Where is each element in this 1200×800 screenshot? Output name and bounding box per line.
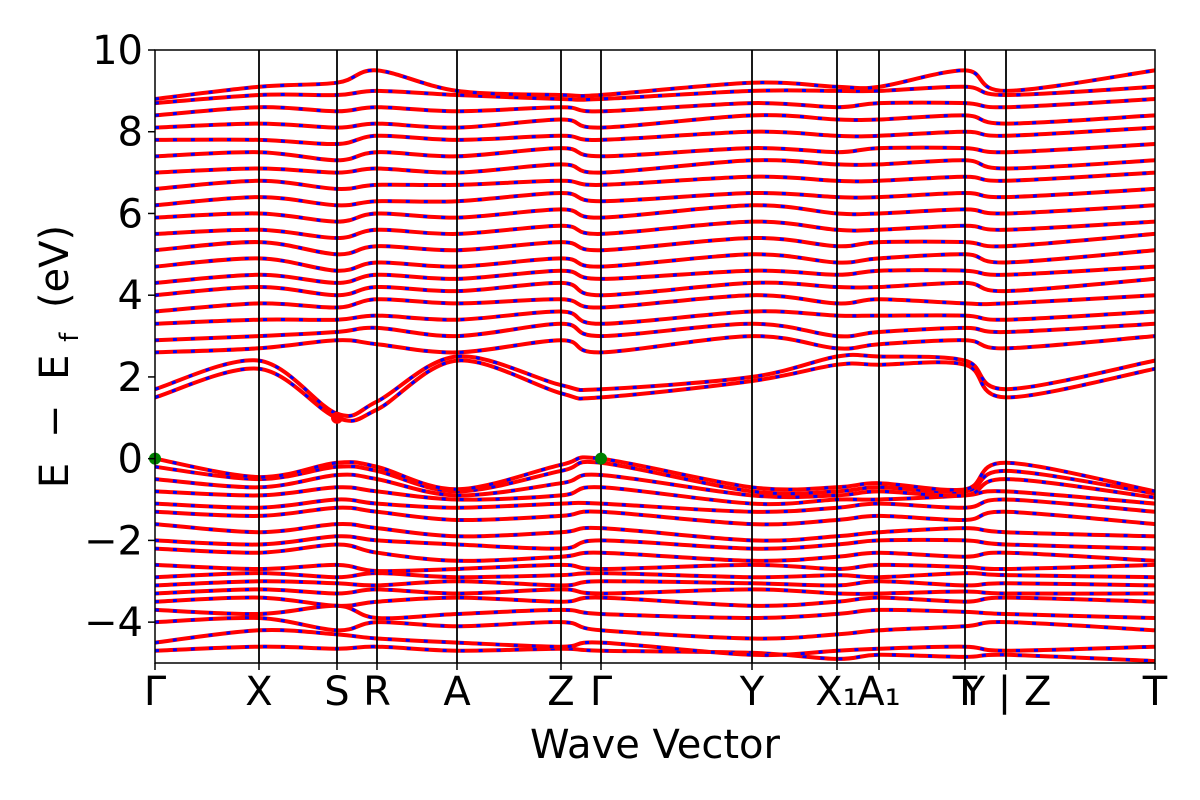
band-28-spin-up	[154, 219, 1156, 241]
y-axis-label: E − E f (eV)	[32, 225, 88, 488]
band-19-spin-up	[154, 352, 1156, 418]
x-tick-label-5: Z	[547, 669, 574, 715]
band-30-spin-up	[154, 186, 1156, 208]
band-17-spin-down	[154, 455, 1156, 493]
band-31-spin-up	[154, 170, 1156, 191]
kpoint-lines	[258, 50, 1007, 663]
y-axis-label-unit: (eV)	[32, 225, 78, 308]
band-6-spin-up	[154, 579, 1156, 588]
plot-frame	[154, 49, 1156, 664]
band-22-spin-up	[154, 309, 1156, 326]
y-tick-label-3: 2	[118, 355, 143, 401]
x-tick-label-7: Y	[739, 669, 765, 715]
y-tick-label-7: 10	[92, 28, 143, 74]
y-axis-label-minus: −	[32, 405, 78, 439]
x-tick-label-0: Γ	[144, 669, 167, 715]
x-tick-label-1: X	[245, 669, 272, 715]
y-axis-label-e2: E	[32, 355, 78, 380]
y-axis-ticks: −4 −2 0 2 4 6 8 10	[84, 28, 155, 646]
band-33-spin-up	[154, 142, 1156, 163]
band-7-spin-up	[154, 571, 1156, 580]
x-tick-label-11: Y | Z	[960, 669, 1052, 715]
x-tick-label-9: A₁	[857, 669, 900, 715]
band-32-spin-up	[154, 158, 1156, 175]
y-axis-label-e: E	[32, 463, 78, 488]
x-tick-label-4: A	[443, 669, 471, 715]
x-tick-label-8: X₁	[815, 669, 858, 715]
x-tick-label-6: Γ	[590, 669, 613, 715]
x-tick-label-10: T	[952, 669, 978, 715]
band-8-spin-up	[154, 562, 1156, 574]
band-9-spin-up	[154, 542, 1156, 563]
band-34-spin-up	[154, 125, 1156, 147]
band-36-spin-up	[154, 97, 1156, 118]
y-tick-label-6: 8	[118, 110, 143, 156]
bands-layer	[154, 68, 1156, 663]
y-tick-label-1: −2	[84, 518, 143, 564]
band-19-spin-down	[154, 353, 1156, 418]
band-26-spin-up	[154, 248, 1156, 273]
band-25-spin-up	[154, 264, 1156, 285]
special-points	[149, 411, 607, 465]
special-point-2	[331, 411, 343, 424]
band-27-spin-up	[154, 231, 1156, 257]
y-tick-label-4: 4	[118, 273, 143, 319]
y-axis-label-subscript: f	[55, 332, 85, 342]
x-tick-label-3: R	[363, 669, 391, 715]
y-tick-label-0: −4	[84, 600, 143, 646]
band-3-spin-up	[154, 603, 1156, 621]
band-5-spin-up	[154, 587, 1156, 596]
band-20-spin-up	[154, 334, 1156, 355]
y-tick-label-5: 6	[118, 191, 143, 237]
band-12-spin-up	[154, 505, 1156, 527]
y-tick-label-2: 0	[118, 437, 143, 483]
band-23-spin-up	[154, 293, 1156, 314]
x-axis-label: Wave Vector	[530, 722, 781, 768]
band-29-spin-up	[154, 203, 1156, 224]
band-35-spin-up	[154, 113, 1156, 130]
band-4-spin-up	[154, 595, 1156, 608]
band-2-spin-up	[154, 615, 1156, 641]
special-point-1	[595, 452, 607, 465]
x-tick-label-2: S	[324, 669, 349, 715]
x-tick-label-12: T	[1142, 669, 1168, 715]
